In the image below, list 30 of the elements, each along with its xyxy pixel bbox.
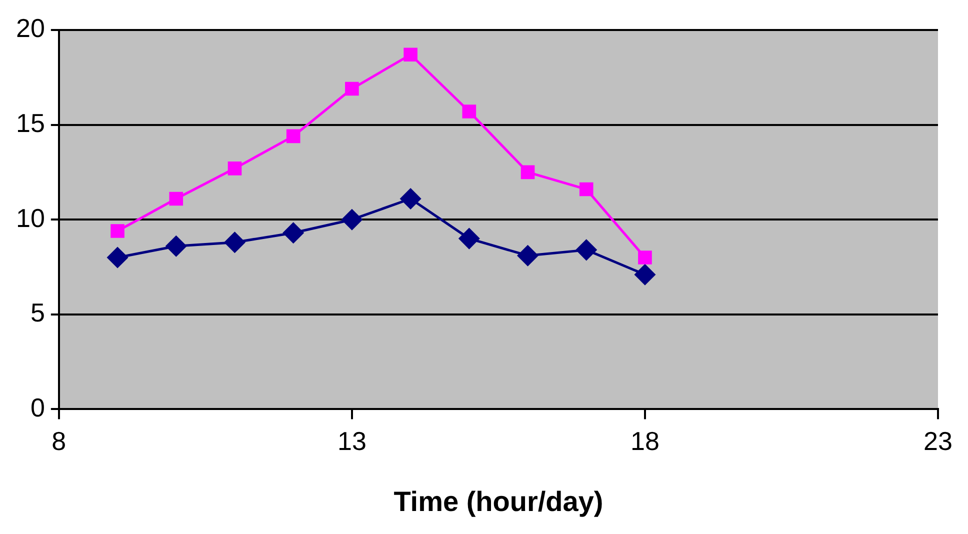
x-tick-label: 13 xyxy=(337,426,366,456)
y-tick-label: 10 xyxy=(16,202,45,233)
point xyxy=(576,240,597,260)
point xyxy=(342,209,362,230)
point xyxy=(520,165,535,180)
y-tick-label: 5 xyxy=(30,298,45,328)
point xyxy=(107,247,128,268)
point xyxy=(638,250,652,264)
point xyxy=(345,82,359,96)
point xyxy=(458,228,480,249)
x-tick-label: 23 xyxy=(924,426,952,456)
x-tick-label: 8 xyxy=(52,426,66,456)
point xyxy=(169,192,184,206)
point xyxy=(634,264,656,285)
x-axis-title: Time (hour/day) xyxy=(394,486,604,517)
point xyxy=(166,236,186,256)
point xyxy=(404,48,418,62)
point xyxy=(283,222,304,244)
point xyxy=(579,182,594,196)
point xyxy=(224,232,245,253)
point xyxy=(286,129,300,144)
point xyxy=(462,104,476,118)
point xyxy=(518,245,538,266)
point xyxy=(400,188,421,209)
y-tick-label: 20 xyxy=(16,13,45,44)
x-tick-label: 18 xyxy=(630,426,660,456)
point xyxy=(110,224,124,238)
point xyxy=(228,162,242,176)
y-tick-label: 15 xyxy=(16,108,45,138)
y-tick-label: 0 xyxy=(30,392,45,422)
